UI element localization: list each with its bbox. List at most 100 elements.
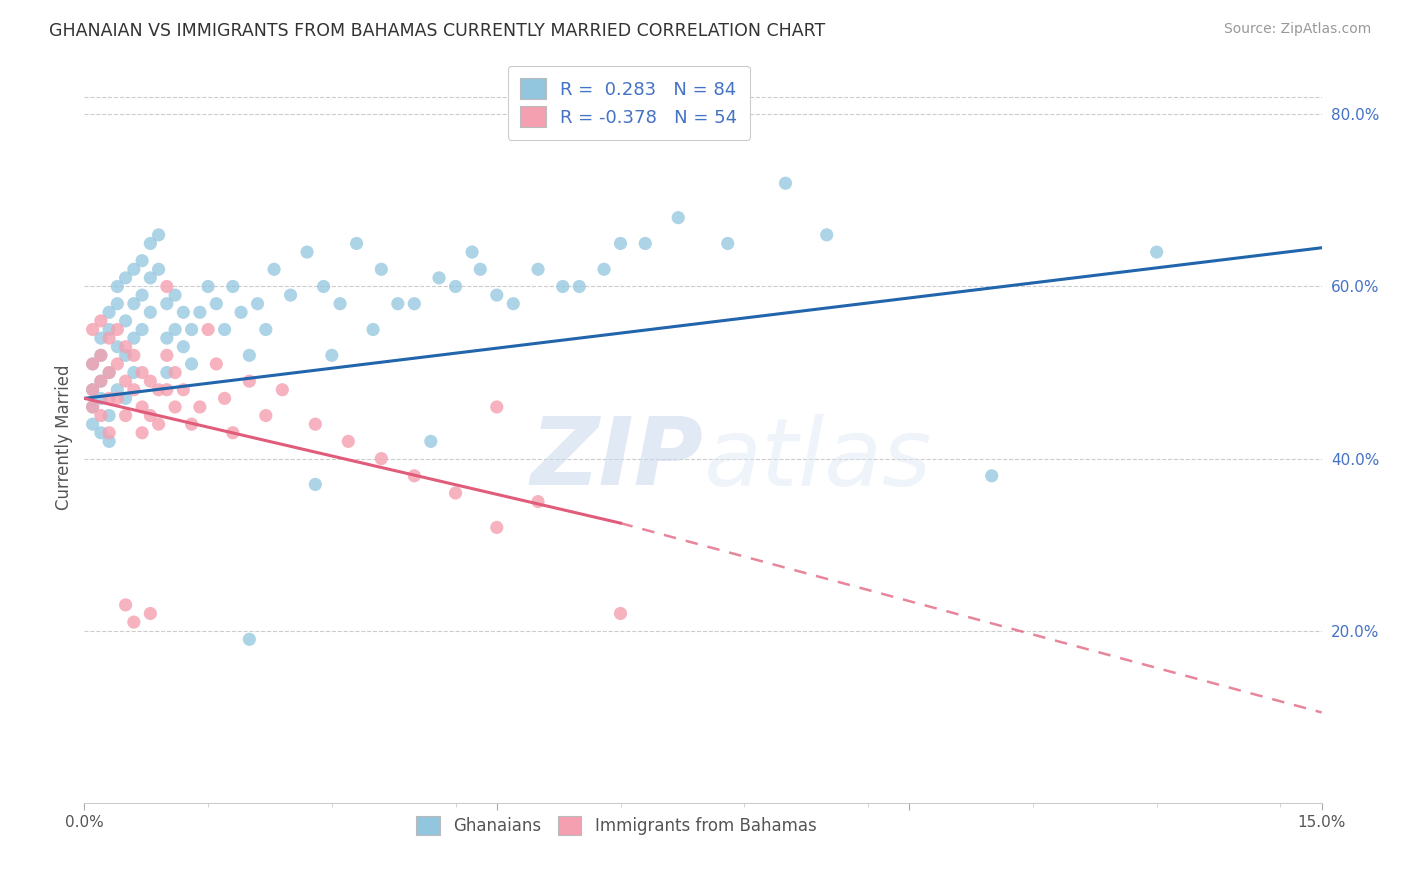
Point bbox=[82, 357, 104, 371]
Point bbox=[114, 340, 136, 354]
Point bbox=[609, 236, 631, 251]
Point bbox=[131, 253, 153, 268]
Point bbox=[165, 400, 187, 414]
Point bbox=[246, 296, 269, 310]
Point bbox=[470, 262, 492, 277]
Point bbox=[222, 425, 245, 440]
Point bbox=[122, 296, 145, 310]
Point bbox=[214, 392, 236, 406]
Point bbox=[222, 279, 245, 293]
Point bbox=[105, 383, 128, 397]
Point bbox=[148, 417, 170, 432]
Point bbox=[114, 348, 136, 362]
Point bbox=[98, 425, 121, 440]
Point bbox=[131, 288, 153, 302]
Point bbox=[485, 520, 508, 534]
Point bbox=[82, 322, 104, 336]
Point bbox=[148, 227, 170, 242]
Point bbox=[180, 417, 202, 432]
Point bbox=[90, 392, 112, 406]
Point bbox=[156, 279, 179, 293]
Point bbox=[815, 227, 838, 242]
Point bbox=[205, 296, 228, 310]
Point bbox=[114, 598, 136, 612]
Point bbox=[188, 305, 211, 319]
Point bbox=[361, 322, 384, 336]
Point bbox=[180, 322, 202, 336]
Point bbox=[114, 409, 136, 423]
Point bbox=[98, 409, 121, 423]
Point bbox=[205, 357, 228, 371]
Point bbox=[122, 383, 145, 397]
Point bbox=[90, 348, 112, 362]
Point bbox=[90, 409, 112, 423]
Point bbox=[444, 486, 467, 500]
Y-axis label: Currently Married: Currently Married bbox=[55, 364, 73, 510]
Point bbox=[105, 322, 128, 336]
Legend: Ghanaians, Immigrants from Bahamas: Ghanaians, Immigrants from Bahamas bbox=[409, 809, 823, 842]
Point bbox=[156, 296, 179, 310]
Point bbox=[634, 236, 657, 251]
Point bbox=[593, 262, 616, 277]
Point bbox=[105, 392, 128, 406]
Point bbox=[370, 451, 392, 466]
Point bbox=[419, 434, 441, 449]
Point bbox=[82, 417, 104, 432]
Point bbox=[131, 400, 153, 414]
Point bbox=[775, 176, 797, 190]
Text: ZIP: ZIP bbox=[530, 413, 703, 505]
Point bbox=[105, 357, 128, 371]
Point bbox=[485, 288, 508, 302]
Point bbox=[139, 409, 162, 423]
Point bbox=[321, 348, 343, 362]
Text: GHANAIAN VS IMMIGRANTS FROM BAHAMAS CURRENTLY MARRIED CORRELATION CHART: GHANAIAN VS IMMIGRANTS FROM BAHAMAS CURR… bbox=[49, 22, 825, 40]
Point bbox=[461, 245, 484, 260]
Point bbox=[131, 322, 153, 336]
Point bbox=[105, 340, 128, 354]
Point bbox=[238, 632, 260, 647]
Point bbox=[122, 262, 145, 277]
Point bbox=[90, 348, 112, 362]
Point bbox=[98, 331, 121, 345]
Point bbox=[527, 494, 550, 508]
Text: Source: ZipAtlas.com: Source: ZipAtlas.com bbox=[1223, 22, 1371, 37]
Point bbox=[609, 607, 631, 621]
Text: atlas: atlas bbox=[703, 414, 931, 505]
Point bbox=[238, 374, 260, 388]
Point bbox=[82, 400, 104, 414]
Point bbox=[131, 425, 153, 440]
Point bbox=[312, 279, 335, 293]
Point bbox=[114, 374, 136, 388]
Point bbox=[717, 236, 740, 251]
Point bbox=[90, 374, 112, 388]
Point bbox=[172, 305, 194, 319]
Point bbox=[139, 236, 162, 251]
Point bbox=[254, 409, 277, 423]
Point bbox=[148, 262, 170, 277]
Point bbox=[122, 331, 145, 345]
Point bbox=[82, 357, 104, 371]
Point bbox=[337, 434, 360, 449]
Point bbox=[280, 288, 302, 302]
Point bbox=[139, 374, 162, 388]
Point bbox=[156, 331, 179, 345]
Point bbox=[82, 400, 104, 414]
Point bbox=[370, 262, 392, 277]
Point bbox=[329, 296, 352, 310]
Point bbox=[98, 366, 121, 380]
Point bbox=[229, 305, 252, 319]
Point bbox=[122, 366, 145, 380]
Point bbox=[90, 425, 112, 440]
Point bbox=[346, 236, 368, 251]
Point bbox=[1146, 245, 1168, 260]
Point bbox=[172, 340, 194, 354]
Point bbox=[551, 279, 574, 293]
Point bbox=[180, 357, 202, 371]
Point bbox=[295, 245, 318, 260]
Point bbox=[98, 434, 121, 449]
Point bbox=[238, 348, 260, 362]
Point bbox=[568, 279, 591, 293]
Point bbox=[214, 322, 236, 336]
Point bbox=[254, 322, 277, 336]
Point bbox=[82, 383, 104, 397]
